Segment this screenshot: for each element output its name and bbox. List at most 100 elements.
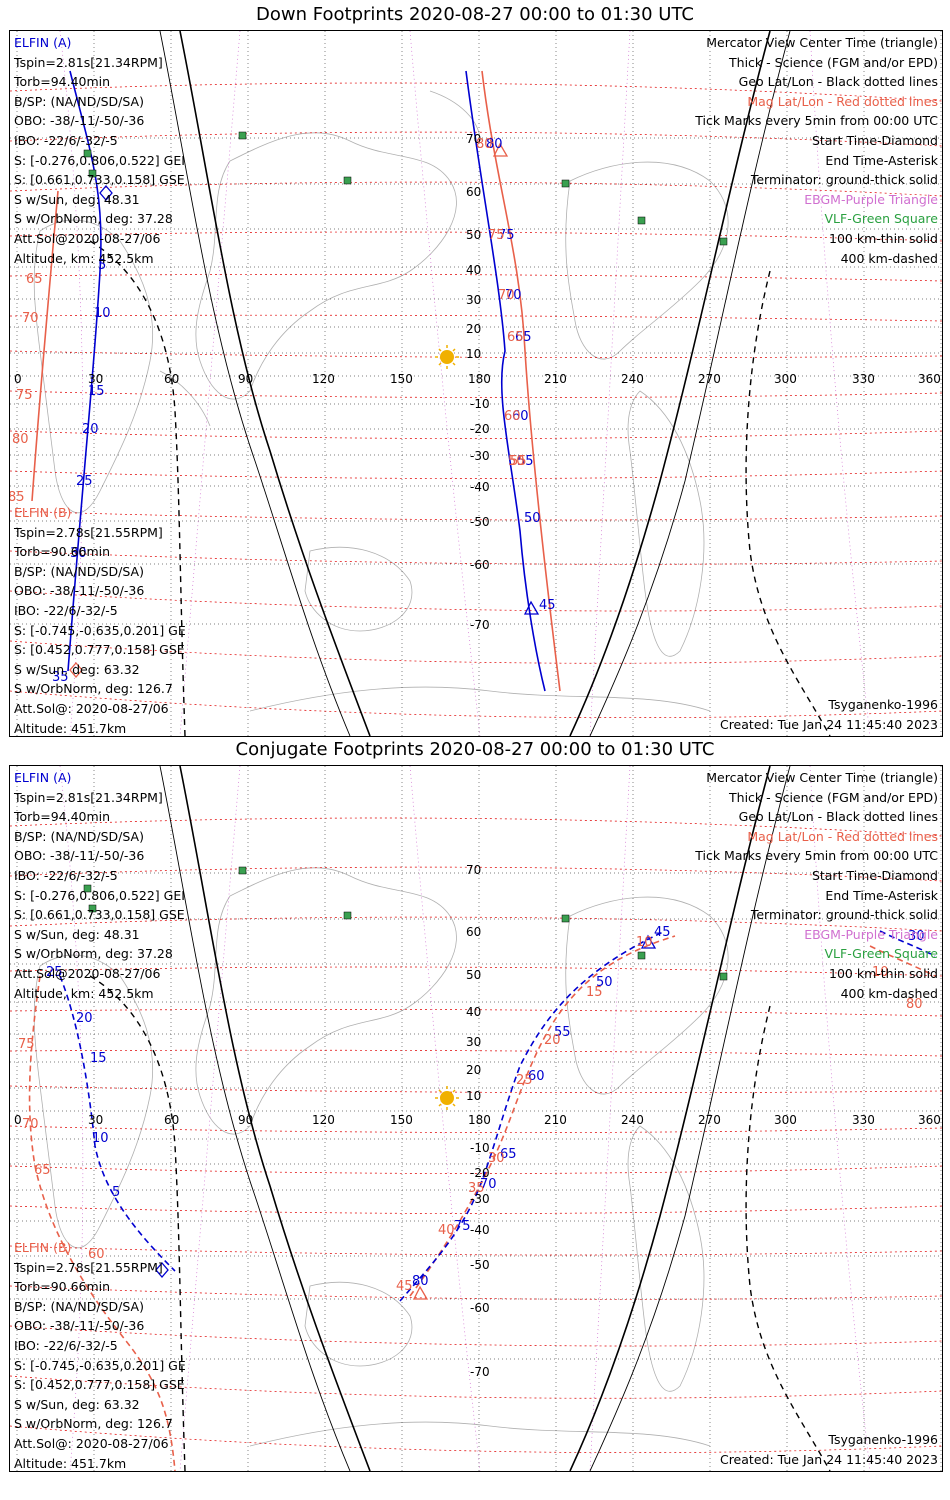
info-line: S: [0.661,0.733,0.158] GSE (14, 172, 185, 188)
info-line: OBO: -38/-11/-50/-36 (14, 1318, 145, 1334)
info-line: OBO: -38/-11/-50/-36 (14, 848, 145, 864)
lat-label: 10 (466, 347, 481, 361)
legend-line: Tick Marks every 5min from 00:00 UTC (695, 848, 938, 864)
elfin-a-start-diamond (155, 1262, 169, 1278)
lon-label: 60 (164, 372, 179, 386)
elfin-a-start-diamond (99, 185, 113, 201)
lat-label: 30 (466, 1035, 481, 1049)
elfin-b-header: ELFIN (B) (14, 505, 72, 520)
sun-icon (435, 1086, 459, 1110)
info-line: B/SP: (NA/ND/SD/SA) (14, 828, 144, 844)
elfin-b-center-triangle (492, 142, 509, 157)
info-line: Altitude: 451.7km (14, 1455, 127, 1471)
lat-label: 70 (466, 863, 481, 877)
elfin-a-tick-labels: 25 20 15 10 5 80 75 70 65 60 55 50 45 30 (46, 925, 925, 1289)
down-footprints-panel: 0 30 60 90 120 150 180 210 240 270 300 3… (9, 30, 943, 737)
terminator (89, 766, 831, 1471)
sun-icon (435, 345, 459, 369)
elfin-b-tick-labels: 75 70 65 60 45 40 35 30 25 20 15 10 10 8… (18, 935, 923, 1294)
panel-title-conjugate: Conjugate Footprints 2020-08-27 00:00 to… (235, 739, 715, 760)
tick-label: 80 (12, 432, 29, 447)
lon-label: 120 (312, 372, 335, 386)
elfin-b-tick-labels: 65 70 75 80 85 50 55 60 65 70 75 80 (10, 137, 527, 505)
lat-label: -70 (470, 1365, 490, 1379)
lat-label: 50 (466, 228, 481, 242)
lat-label: 60 (466, 925, 481, 939)
tick-label: 75 (498, 228, 515, 243)
tick-label: 25 (46, 965, 63, 980)
lon-labels: 0 30 60 90 120 150 180 210 240 270 300 3… (14, 1113, 941, 1127)
tick-label: 60 (528, 1069, 545, 1084)
lon-label: 0 (14, 1113, 22, 1127)
tick-label: 15 (586, 985, 603, 1000)
tick-label: 50 (596, 975, 613, 990)
elfin-b-header: ELFIN (B) (14, 1240, 72, 1255)
info-line: Tspin=2.81s[21.34RPM] (14, 789, 163, 805)
lat-labels: 70 60 50 40 30 20 10 -10 -20 -30 -40 -50… (466, 863, 490, 1379)
tick-label: 65 (507, 330, 524, 345)
tick-label: 80 (486, 137, 503, 152)
info-line: B/SP: (NA/ND/SD/SA) (14, 1298, 144, 1314)
legend-line: Geo Lat/Lon - Black dotted lines (738, 74, 938, 90)
tick-label: 30 (70, 546, 87, 561)
legend-line: EBGM-Purple Triangle (804, 926, 938, 942)
lat-labels: 70 60 50 40 30 20 10 -10 -20 -30 -40 -50… (466, 132, 490, 632)
terminator (89, 31, 831, 736)
tick-label: 55 (510, 454, 527, 469)
tick-label: 15 (90, 1051, 107, 1066)
info-line: S: [-0.276,0.806,0.522] GEI (14, 152, 185, 168)
lon-label: 270 (698, 1113, 721, 1127)
info-line: S: [0.452,0.777,0.158] GSE (14, 642, 185, 658)
legend-line: Mag Lat/Lon - Red dotted lines (747, 828, 938, 844)
coastlines (33, 90, 729, 712)
tick-label: 70 (22, 311, 39, 326)
info-line: S: [0.452,0.777,0.158] GSE (14, 1377, 185, 1393)
tick-label: 35 (468, 1181, 485, 1196)
lon-label: 30 (88, 372, 103, 386)
tick-label: 75 (16, 388, 33, 403)
legend-line: Terminator: ground-thick solid (750, 172, 938, 188)
lon-label: 300 (774, 1113, 797, 1127)
lat-label: 20 (466, 322, 481, 336)
legend-line: Mercator View Center Time (triangle) (706, 770, 938, 785)
lat-label: 20 (466, 1063, 481, 1077)
elfin-a-header: ELFIN (A) (14, 35, 72, 50)
lon-label: 330 (852, 1113, 875, 1127)
lat-label: -60 (470, 558, 490, 572)
info-line: Altitude, km: 452.5km (14, 250, 154, 266)
tick-label: 50 (508, 454, 525, 469)
model-label: Tsyganenko-1996 (828, 1432, 938, 1447)
info-line: S w/OrbNorm, deg: 126.7 (14, 681, 173, 697)
tick-label: 20 (76, 1011, 93, 1026)
tick-label: 70 (480, 1177, 497, 1192)
info-line: Tspin=2.78s[21.55RPM] (14, 524, 163, 540)
info-line: B/SP: (NA/ND/SD/SA) (14, 93, 144, 109)
lon-label: 180 (468, 1113, 491, 1127)
elfin-b-center-triangle (412, 1285, 429, 1300)
lat-label: 70 (466, 132, 481, 146)
tick-label: 5 (98, 258, 106, 273)
info-line: Tspin=2.78s[21.55RPM] (14, 1259, 163, 1275)
info-line: Torb=94.40min (14, 809, 111, 825)
lat-label: -10 (470, 1141, 490, 1155)
info-line: S w/OrbNorm, deg: 37.28 (14, 211, 173, 227)
tick-label: 45 (396, 1279, 413, 1294)
lat-label: 60 (466, 185, 481, 199)
elfin-b-info: ELFIN (B) Tspin=2.78s[21.55RPM] Torb=90.… (14, 1238, 186, 1471)
geo-grid (10, 31, 942, 736)
lat-label: -20 (470, 422, 490, 436)
tick-label: 60 (504, 409, 521, 424)
legend-line: Start Time-Diamond (811, 132, 938, 148)
lat-label: 40 (466, 1005, 481, 1019)
info-line: Altitude, km: 452.5km (14, 985, 154, 1001)
lat-label: -40 (470, 480, 490, 494)
elfin-a-info: ELFIN (A) Tspin=2.81s[21.34RPM] Torb=94.… (14, 768, 185, 1003)
info-line: S w/Sun, deg: 63.32 (14, 661, 140, 677)
tick-label: 65 (34, 1163, 51, 1178)
legend-line: 100 km-thin solid (829, 230, 938, 246)
mag-meridians (59, 766, 871, 1471)
legend-line: 400 km-dashed (840, 250, 938, 266)
tick-label: 20 (544, 1033, 561, 1048)
lon-label: 270 (698, 372, 721, 386)
vlf-squares (83, 866, 728, 981)
